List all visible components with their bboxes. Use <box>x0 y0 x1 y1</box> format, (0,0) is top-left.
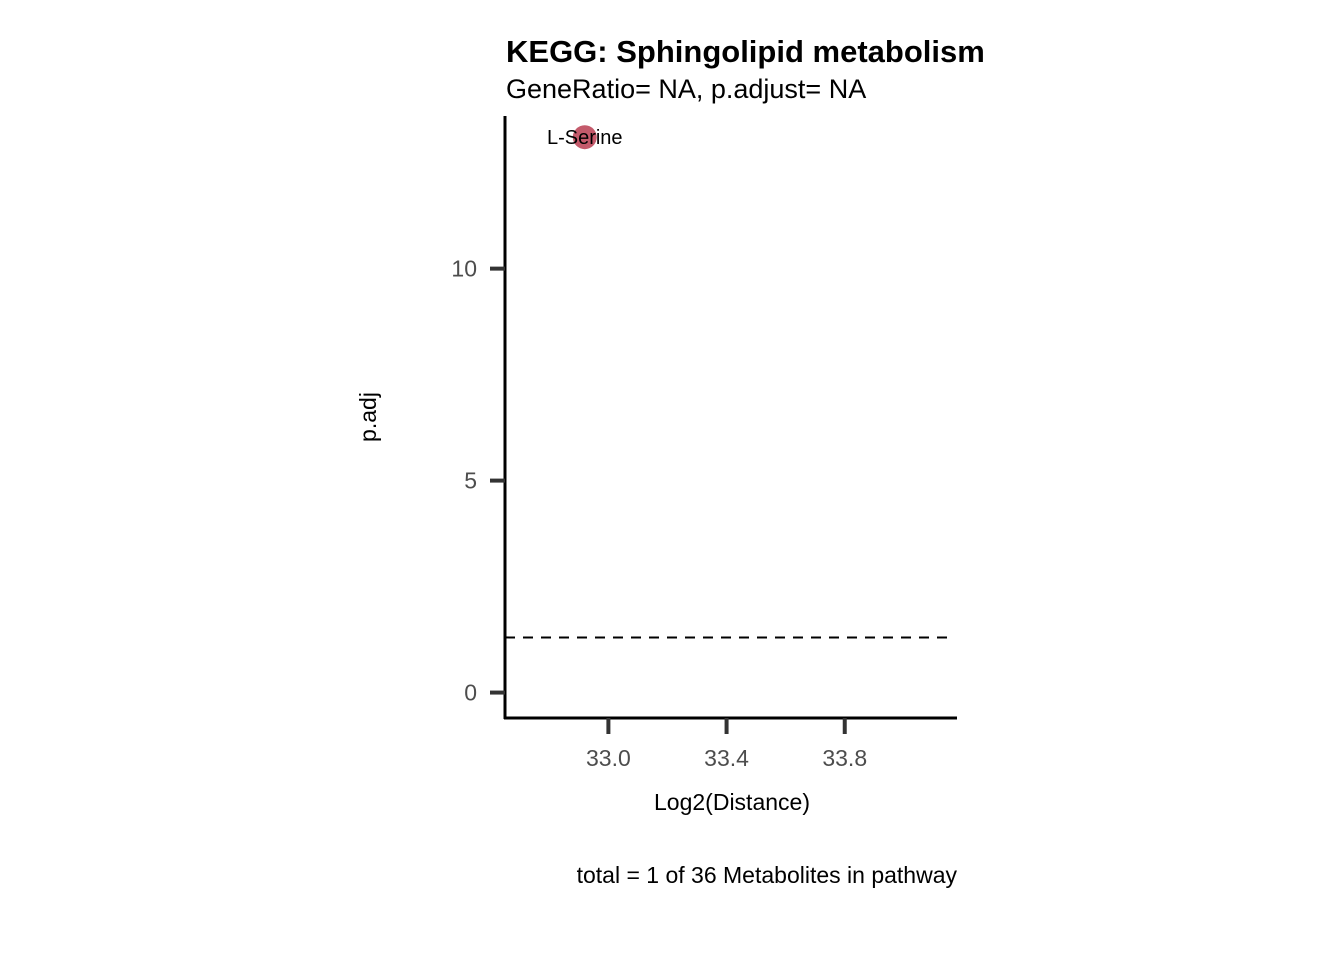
plot-area: 0 5 10 33.0 33.4 33.8 L-Serine <box>451 116 957 771</box>
chart-subtitle: GeneRatio= NA, p.adjust= NA <box>506 74 866 104</box>
x-axis-label: Log2(Distance) <box>654 789 810 815</box>
x-tick-label: 33.0 <box>586 745 631 771</box>
y-tick-label: 10 <box>451 256 477 282</box>
y-tick-label: 0 <box>464 680 477 706</box>
x-tick-label: 33.4 <box>704 745 749 771</box>
y-axis-label: p.adj <box>355 392 381 442</box>
y-tick-label: 5 <box>464 468 477 494</box>
x-tick-label: 33.8 <box>822 745 867 771</box>
data-point-label: L-Serine <box>547 127 623 149</box>
chart-title: KEGG: Sphingolipid metabolism <box>506 34 985 69</box>
chart-caption: total = 1 of 36 Metabolites in pathway <box>577 862 958 888</box>
data-point <box>572 125 597 150</box>
